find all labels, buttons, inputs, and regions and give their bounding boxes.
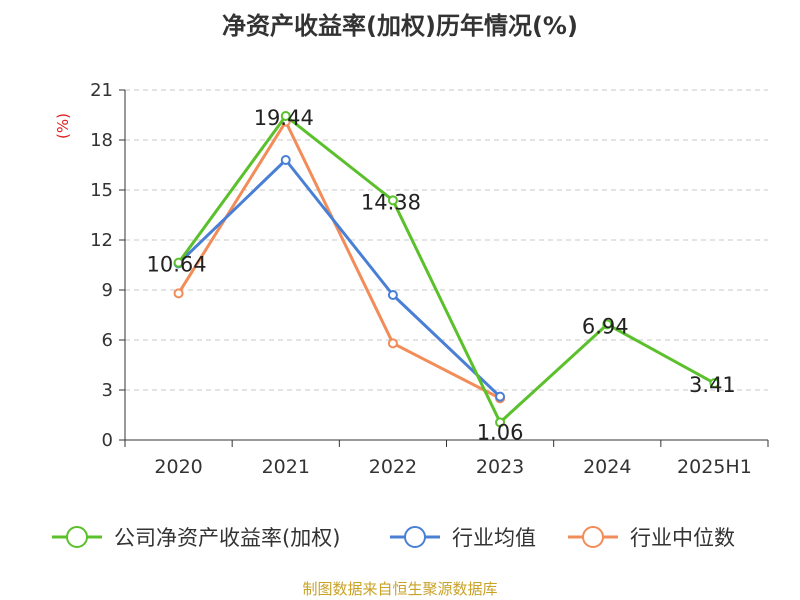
series-line	[177, 114, 716, 424]
legend-label: 公司净资产收益率(加权)	[114, 526, 340, 550]
data-point	[387, 338, 398, 349]
axes: 0 3 6 9 12 15 18 21 (%) 2020 2021 2022 2023 2024 2025H…	[54, 80, 769, 478]
data-point	[387, 290, 398, 300]
data-label: 19.44	[254, 106, 314, 130]
series-group	[173, 111, 720, 428]
legend-label: 行业中位数	[630, 526, 735, 550]
data-labels: 10.64 19.44 14.38 1.06 6.94 3.41	[147, 106, 736, 444]
y-tick-label: 6	[102, 330, 113, 351]
series-line	[177, 120, 501, 400]
legend-marker	[582, 526, 604, 548]
source-note: 制图数据来自恒生聚源数据库	[302, 580, 498, 598]
data-point	[280, 155, 291, 165]
y-tick-label: 3	[102, 380, 113, 401]
data-point	[709, 378, 720, 389]
data-label: 14.38	[361, 190, 421, 214]
legend-marker	[66, 526, 88, 548]
legend-label: 行业均值	[452, 526, 536, 550]
x-tick-label: 2021	[262, 456, 310, 478]
x-tick-label: 2025H1	[677, 456, 752, 478]
x-tick-label: 2022	[369, 456, 417, 478]
chart-title: 净资产收益率(加权)历年情况(%)	[222, 12, 578, 40]
y-tick-label: 15	[90, 180, 113, 201]
data-point	[495, 417, 506, 428]
data-point	[173, 257, 184, 268]
legend: 公司净资产收益率(加权) 行业均值 行业中位数	[52, 526, 735, 550]
data-point	[602, 319, 613, 330]
data-label: 6.94	[582, 314, 629, 338]
grid-lines	[125, 89, 768, 391]
data-label: 10.64	[147, 253, 207, 277]
x-tick-label: 2020	[154, 456, 202, 478]
x-tick-label: 2024	[583, 456, 631, 478]
y-tick-label: 12	[90, 230, 113, 251]
legend-marker	[404, 526, 426, 548]
data-point	[173, 288, 184, 299]
data-point	[387, 195, 398, 206]
y-tick-label: 9	[102, 280, 113, 301]
data-label: 1.06	[477, 420, 524, 444]
y-tick-label: 0	[102, 430, 113, 451]
y-axis-label: (%)	[54, 113, 72, 139]
series-line	[177, 158, 502, 398]
y-tick-label: 21	[90, 80, 113, 101]
data-point	[495, 391, 506, 402]
x-tick-label: 2023	[476, 456, 524, 478]
data-label: 3.41	[689, 373, 736, 397]
data-point	[280, 111, 291, 121]
y-tick-label: 18	[90, 130, 113, 151]
